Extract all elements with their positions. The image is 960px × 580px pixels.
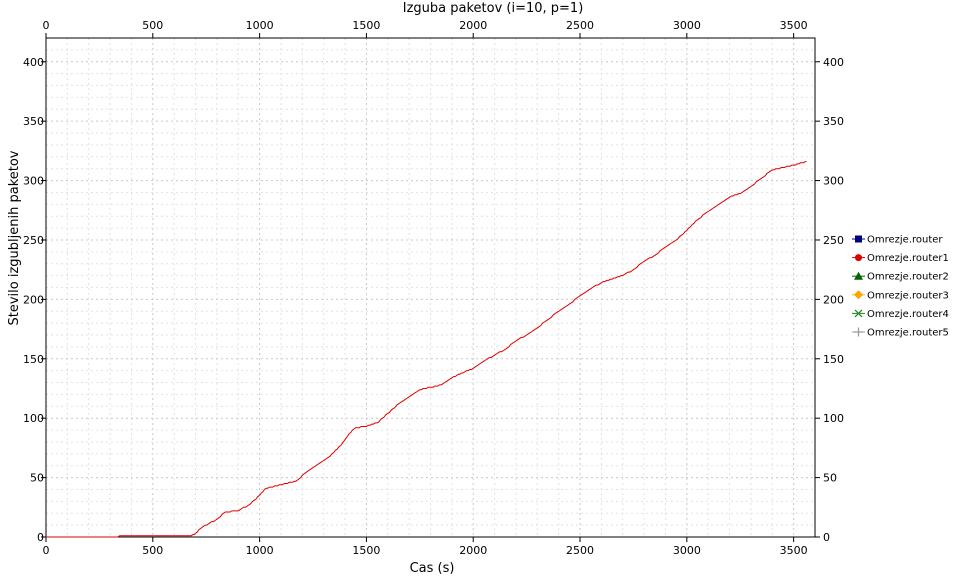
y-axis-label: Stevilo izgubljenih paketov — [7, 150, 22, 325]
y-tick-label-right: 200 — [823, 293, 844, 306]
y-tick-label-left: 200 — [23, 293, 44, 306]
legend-item-omrezje-router3: Omrezje.router3 — [852, 290, 949, 301]
legend-marker-triangle-icon — [854, 271, 863, 280]
y-tick-label-right: 150 — [823, 353, 844, 366]
y-tick-label-left: 250 — [23, 234, 44, 247]
x-tick-label-bottom: 3000 — [673, 544, 701, 557]
legend-item-omrezje-router5: Omrezje.router5 — [852, 327, 949, 339]
y-tick-label-right: 0 — [823, 531, 830, 544]
legend-label: Omrezje.router3 — [867, 290, 949, 301]
legend-label: Omrezje.router4 — [867, 309, 949, 320]
y-tick-label-left: 150 — [23, 353, 44, 366]
y-tick-label-left: 350 — [23, 115, 44, 128]
y-tick-label-right: 250 — [823, 234, 844, 247]
y-tick-label-right: 50 — [823, 472, 837, 485]
y-tick-label-left: 300 — [23, 175, 44, 188]
x-tick-label-bottom: 2500 — [566, 544, 594, 557]
x-tick-label-bottom: 2000 — [459, 544, 487, 557]
legend-marker-cross-icon — [854, 309, 863, 318]
y-tick-label-left: 400 — [23, 56, 44, 69]
x-tick-label-top: 3000 — [673, 19, 701, 32]
x-axis-label: Cas (s) — [410, 561, 455, 576]
legend-label: Omrezje.router5 — [867, 328, 949, 339]
legend-item-omrezje-router2: Omrezje.router2 — [852, 271, 949, 283]
y-tick-label-left: 50 — [30, 472, 44, 485]
series-line-omrezje-router1 — [46, 161, 807, 538]
y-tick-label-right: 400 — [823, 56, 844, 69]
x-tick-label-bottom: 500 — [142, 544, 163, 557]
legend-marker-plus-icon — [854, 327, 863, 337]
x-tick-label-bottom: 0 — [43, 544, 50, 557]
legend-marker-circle-icon — [855, 254, 862, 262]
legend-marker-diamond-icon — [854, 290, 863, 300]
y-tick-label-left: 100 — [23, 412, 44, 425]
legend-label: Omrezje.router2 — [867, 272, 949, 283]
x-tick-label-bottom: 1000 — [246, 544, 274, 557]
series-group — [46, 161, 807, 538]
y-tick-label-left: 0 — [37, 531, 44, 544]
y-tick-label-right: 100 — [823, 412, 844, 425]
x-tick-label-top: 3500 — [780, 19, 808, 32]
y-tick-label-right: 300 — [823, 175, 844, 188]
legend-label: Omrezje.router1 — [867, 253, 949, 264]
x-tick-label-top: 0 — [43, 19, 50, 32]
x-tick-label-top: 2000 — [459, 19, 487, 32]
legend-item-omrezje-router1: Omrezje.router1 — [852, 253, 949, 264]
x-tick-label-top: 1000 — [246, 19, 274, 32]
legend-marker-square-icon — [855, 235, 862, 243]
x-tick-label-top: 1500 — [352, 19, 380, 32]
legend-label: Omrezje.router — [867, 235, 943, 246]
x-tick-label-top: 500 — [142, 19, 163, 32]
x-tick-label-bottom: 1500 — [352, 544, 380, 557]
legend-item-omrezje-router4: Omrezje.router4 — [852, 309, 949, 320]
x-tick-label-top: 2500 — [566, 19, 594, 32]
axes: 0050050010001000150015002000200025002500… — [23, 19, 844, 557]
grid-lines — [45, 37, 816, 538]
plot-frame — [45, 37, 816, 538]
y-tick-label-right: 350 — [823, 115, 844, 128]
x-tick-label-bottom: 3500 — [780, 544, 808, 557]
legend-item-omrezje-router: Omrezje.router — [852, 235, 943, 246]
legend: Omrezje.router Omrezje.router1 Omrezje.rou… — [852, 235, 949, 339]
chart-title: Izguba paketov (i=10, p=1) — [403, 1, 584, 16]
